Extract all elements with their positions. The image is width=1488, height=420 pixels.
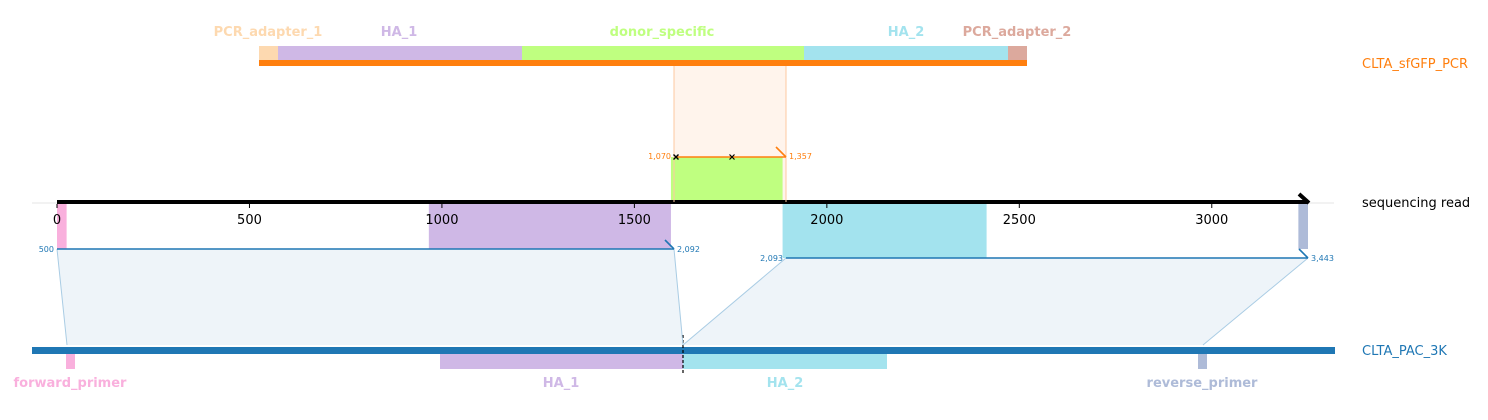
- bottom-alignment-2-start-label: 2,093: [760, 254, 783, 263]
- axis-tick-label: 3000: [1195, 213, 1228, 228]
- bottom-reverse-primer-block: [1198, 352, 1207, 369]
- top-alignment-mismatch-icon: [729, 154, 735, 160]
- bottom-track-name: CLTA_PAC_3K: [1362, 344, 1447, 359]
- top-pcr-adapter-1-block: [259, 46, 278, 62]
- reverse-primer-on-read: [1298, 202, 1308, 249]
- top-feature-label-donor-specific: donor_specific: [610, 25, 715, 40]
- top-alignment-mismatch-icon: [673, 154, 679, 160]
- axis-tick-label: 500: [237, 213, 262, 228]
- read-axis-ticks: 0 500 1000 1500 2000 2500 3000: [53, 204, 1228, 228]
- axis-tick-label: 2500: [1003, 213, 1036, 228]
- bottom-alignment-2-fill: [683, 258, 1308, 345]
- top-alignment-arrow-icon: [775, 146, 787, 158]
- bottom-feature-label-ha2: HA_2: [767, 376, 804, 391]
- top-alignment-start-label: 1,070: [648, 152, 671, 161]
- top-alignment-end-label: 1,357: [789, 152, 812, 161]
- top-track: PCR_adapter_1 HA_1 donor_specific HA_2 P…: [214, 25, 1468, 72]
- bottom-alignment-1-fill: [57, 249, 683, 345]
- bottom-alignment-1-edge-right: [673, 248, 684, 346]
- bottom-alignment-2-edge-right: [1202, 257, 1309, 346]
- bottom-ha1-block: [440, 352, 683, 369]
- bottom-forward-primer-block: [66, 352, 75, 369]
- read-features: [57, 157, 1308, 258]
- top-track-bar: [259, 60, 1027, 66]
- top-feature-label-pcr-adapter-2: PCR_adapter_2: [963, 25, 1072, 40]
- top-ha1-block: [278, 46, 522, 62]
- bottom-alignment-1-edge-left: [56, 248, 68, 346]
- bottom-track: forward_primer HA_1 HA_2 reverse_primer …: [14, 335, 1447, 391]
- bottom-feature-label-reverse-primer: reverse_primer: [1147, 376, 1259, 391]
- axis-tick-label: 0: [53, 213, 61, 228]
- top-feature-label-pcr-adapter-1: PCR_adapter_1: [214, 25, 323, 40]
- alignment-fill-regions: [57, 66, 1308, 345]
- read-track-name: sequencing read: [1362, 196, 1470, 211]
- top-track-name: CLTA_sfGFP_PCR: [1362, 57, 1468, 72]
- bottom-alignment-1-start-label: 500: [39, 245, 54, 254]
- axis-tick-label: 1500: [618, 213, 651, 228]
- top-feature-label-ha1: HA_1: [381, 25, 418, 40]
- top-alignment: 1,070 1,357: [648, 66, 812, 202]
- bottom-alignment-2-arrow-icon: [1298, 248, 1309, 259]
- top-pcr-adapter-2-block: [1008, 46, 1027, 62]
- ha1-on-read: [428, 202, 671, 249]
- bottom-alignment-2: 2,093 3,443: [682, 248, 1334, 346]
- top-ha2-block: [804, 46, 1008, 62]
- top-feature-label-ha2: HA_2: [888, 25, 925, 40]
- forward-primer-on-read: [57, 202, 67, 249]
- ha2-on-read: [782, 202, 987, 258]
- bottom-feature-label-ha1: HA_1: [543, 376, 580, 391]
- axis-tick-label: 2000: [810, 213, 843, 228]
- bottom-alignment-1-arrow-icon: [664, 239, 675, 250]
- bottom-feature-label-forward-primer: forward_primer: [14, 376, 128, 391]
- top-donor-specific-block: [522, 46, 804, 62]
- donor-specific-on-read: [670, 157, 783, 202]
- bottom-alignment-1: 500 2,092: [39, 239, 700, 346]
- bottom-alignment-2-edge-left: [682, 257, 787, 346]
- bottom-alignment-2-end-label: 3,443: [1311, 254, 1334, 263]
- axis-tick-label: 1000: [425, 213, 458, 228]
- read-arrow-head-icon: [1297, 192, 1311, 205]
- sequencing-read: 0 500 1000 1500 2000 2500 3000 sequencing read: [32, 192, 1470, 228]
- bottom-alignment-1-end-label: 2,092: [677, 245, 700, 254]
- bottom-ha2-block: [683, 352, 887, 369]
